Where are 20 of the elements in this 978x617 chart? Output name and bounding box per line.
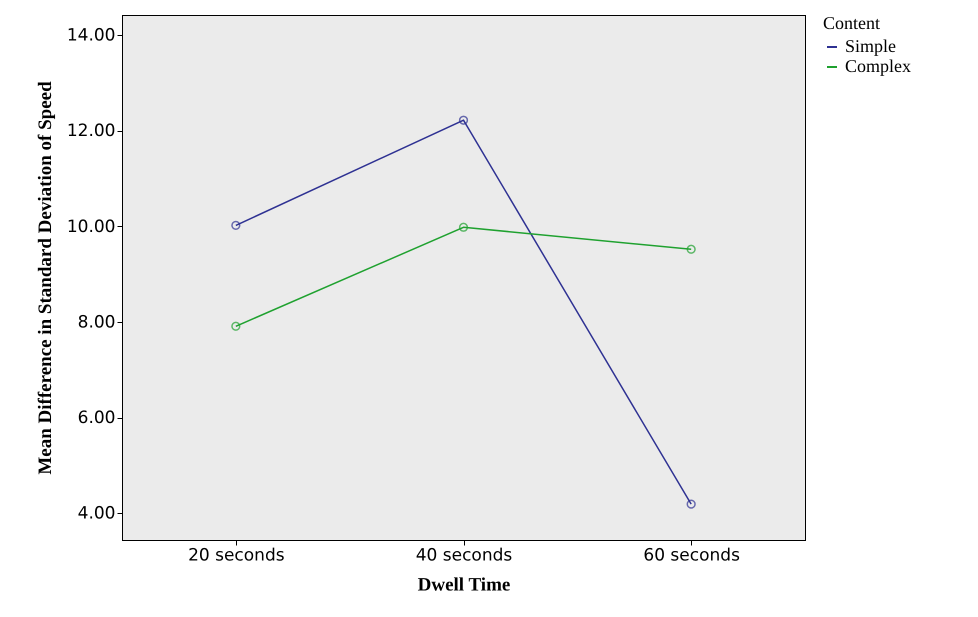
point bbox=[231, 322, 240, 331]
x-axis-title: Dwell Time bbox=[418, 574, 510, 596]
x-tick-label: 20 seconds bbox=[188, 546, 285, 566]
y-tick-label: 12.00 bbox=[66, 121, 116, 142]
y-tick-label: 8.00 bbox=[78, 312, 116, 332]
x-tick-label: 40 seconds bbox=[416, 546, 512, 566]
y-tick-label: 10.00 bbox=[66, 216, 116, 237]
point bbox=[458, 116, 468, 125]
legend-title: Content bbox=[823, 13, 880, 33]
point bbox=[686, 500, 696, 509]
y-tick-label: 14.00 bbox=[66, 26, 116, 46]
point bbox=[686, 244, 696, 254]
y-tick-label: 4.00 bbox=[78, 504, 116, 524]
y-tick-label: 6.00 bbox=[78, 408, 116, 428]
x-tick-label: 60 seconds bbox=[643, 546, 740, 566]
legend-label: Complex bbox=[845, 56, 911, 76]
point bbox=[231, 220, 240, 230]
legend-label: Simple bbox=[845, 36, 896, 56]
y-axis-title: Mean Difference in Standard Deviation of Speed bbox=[34, 80, 56, 475]
point bbox=[458, 222, 468, 232]
